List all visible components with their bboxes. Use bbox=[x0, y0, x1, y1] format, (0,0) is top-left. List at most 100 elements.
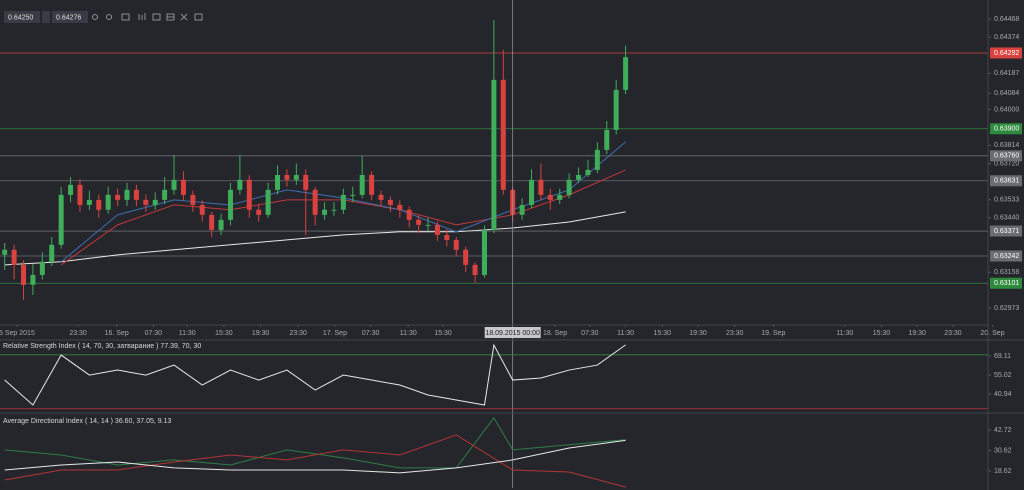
candle-body bbox=[115, 194, 121, 200]
x-tick-label: 23:30 bbox=[944, 330, 962, 337]
level-label: 0.63760 bbox=[994, 153, 1019, 160]
candle-body bbox=[171, 179, 177, 190]
y-tick-label: 0.64468 bbox=[994, 16, 1019, 23]
level-label: 0.63101 bbox=[994, 280, 1019, 287]
candle-body bbox=[58, 194, 64, 245]
candle-body bbox=[557, 194, 563, 200]
candle-body bbox=[378, 194, 384, 200]
x-tick-label: 15:30 bbox=[434, 330, 452, 337]
candle-body bbox=[284, 174, 290, 180]
candle-body bbox=[416, 219, 422, 225]
y-tick-label: 55.02 bbox=[994, 372, 1012, 379]
candle-body bbox=[425, 224, 431, 226]
candle-body bbox=[30, 274, 36, 285]
candle-body bbox=[434, 224, 440, 235]
x-tick-label: 11:30 bbox=[836, 330, 853, 337]
candle-body bbox=[77, 184, 83, 205]
level-label-box bbox=[990, 47, 1022, 59]
x-tick-label: 16. Sep bbox=[105, 330, 129, 337]
candle-body bbox=[86, 199, 92, 205]
candle-body bbox=[11, 249, 17, 265]
x-tick-label: 19. Sep bbox=[761, 330, 785, 337]
candle-body bbox=[500, 79, 506, 190]
candle-body bbox=[227, 189, 233, 220]
indicators-icon[interactable] bbox=[152, 13, 161, 21]
menu-icon[interactable] bbox=[42, 11, 50, 23]
ask-box[interactable] bbox=[52, 11, 88, 23]
crosshair-label-box bbox=[484, 327, 541, 338]
candle-body bbox=[406, 209, 412, 220]
level-label-box bbox=[990, 150, 1022, 162]
candle-body bbox=[152, 199, 158, 205]
candle-body bbox=[387, 199, 393, 205]
level-label: 0.63371 bbox=[994, 228, 1019, 235]
candle-body bbox=[547, 194, 553, 200]
candle-body bbox=[397, 204, 403, 210]
candle-body bbox=[96, 199, 102, 210]
y-tick-label: 0.63720 bbox=[994, 160, 1019, 167]
y-tick-label: 42.72 bbox=[994, 427, 1012, 434]
candle-body bbox=[246, 179, 252, 210]
level-label-box bbox=[990, 175, 1022, 187]
level-label: 0.64292 bbox=[994, 50, 1019, 57]
x-tick-label: 19:30 bbox=[908, 330, 926, 337]
candle-body bbox=[199, 204, 205, 215]
candle-body bbox=[312, 189, 318, 215]
bid: 0.64250 bbox=[8, 14, 33, 21]
bid-box[interactable] bbox=[4, 11, 40, 23]
candle-body bbox=[566, 179, 572, 195]
candle-body bbox=[124, 189, 130, 200]
y-tick-label: 0.64000 bbox=[994, 106, 1019, 113]
candle-body bbox=[2, 249, 8, 255]
candle-body bbox=[49, 244, 55, 262]
chart-type-icon[interactable] bbox=[138, 13, 146, 20]
x-tick-label: 15:30 bbox=[215, 330, 233, 337]
candle-body bbox=[265, 189, 271, 215]
pane-title: Relative Strength Index ( 14, 70, 30, за… bbox=[3, 343, 201, 350]
x-tick-label: 11:30 bbox=[179, 330, 196, 337]
x-tick-label: 18. Sep bbox=[543, 330, 567, 337]
y-tick-label: 0.62973 bbox=[994, 305, 1019, 312]
x-tick-label: 15:30 bbox=[873, 330, 891, 337]
candle-body bbox=[275, 174, 281, 190]
candle-body bbox=[209, 214, 215, 230]
candle-body bbox=[538, 179, 544, 195]
candle-body bbox=[340, 194, 346, 210]
x-tick-label: 23:30 bbox=[69, 330, 87, 337]
drawings-icon[interactable] bbox=[166, 13, 175, 21]
y-tick-label: 0.63814 bbox=[994, 142, 1019, 149]
x-tick-label: 07:30 bbox=[581, 330, 599, 337]
candle-body bbox=[105, 194, 111, 210]
y-tick-label: 69.11 bbox=[994, 353, 1011, 360]
candle-body bbox=[491, 79, 497, 230]
ask: 0.64276 bbox=[56, 14, 81, 21]
zoom-out-icon[interactable] bbox=[92, 14, 98, 20]
y-tick-label: 0.64374 bbox=[994, 34, 1019, 41]
x-tick-label: 20. Sep bbox=[980, 330, 1004, 337]
y-tick-label: 18.62 bbox=[994, 468, 1012, 475]
line-series bbox=[4, 434, 626, 488]
candle-body bbox=[463, 249, 469, 265]
candle-body bbox=[604, 129, 610, 150]
candle-body bbox=[256, 209, 262, 215]
pane-title: Average Directional Index ( 14, 14 ) 36.… bbox=[3, 418, 171, 425]
candle-body bbox=[293, 174, 299, 180]
candle-body bbox=[585, 169, 591, 175]
x-tick-label: 19:30 bbox=[689, 330, 707, 337]
timeframe-icon[interactable] bbox=[121, 13, 130, 21]
zoom-in-icon[interactable] bbox=[106, 14, 112, 20]
x-tick-label: 17. Sep bbox=[323, 330, 347, 337]
candle-body bbox=[359, 174, 365, 195]
save-icon[interactable] bbox=[194, 13, 203, 21]
level-label-box bbox=[990, 225, 1022, 237]
x-tick-label: 19:30 bbox=[252, 330, 270, 337]
y-tick-label: 0.64084 bbox=[994, 90, 1019, 97]
candle-body bbox=[369, 174, 375, 195]
tools-icon[interactable] bbox=[180, 13, 188, 21]
candle-body bbox=[143, 199, 149, 205]
candle-body bbox=[331, 209, 337, 211]
y-tick-label: 0.64187 bbox=[994, 70, 1019, 77]
candle-body bbox=[519, 204, 525, 215]
